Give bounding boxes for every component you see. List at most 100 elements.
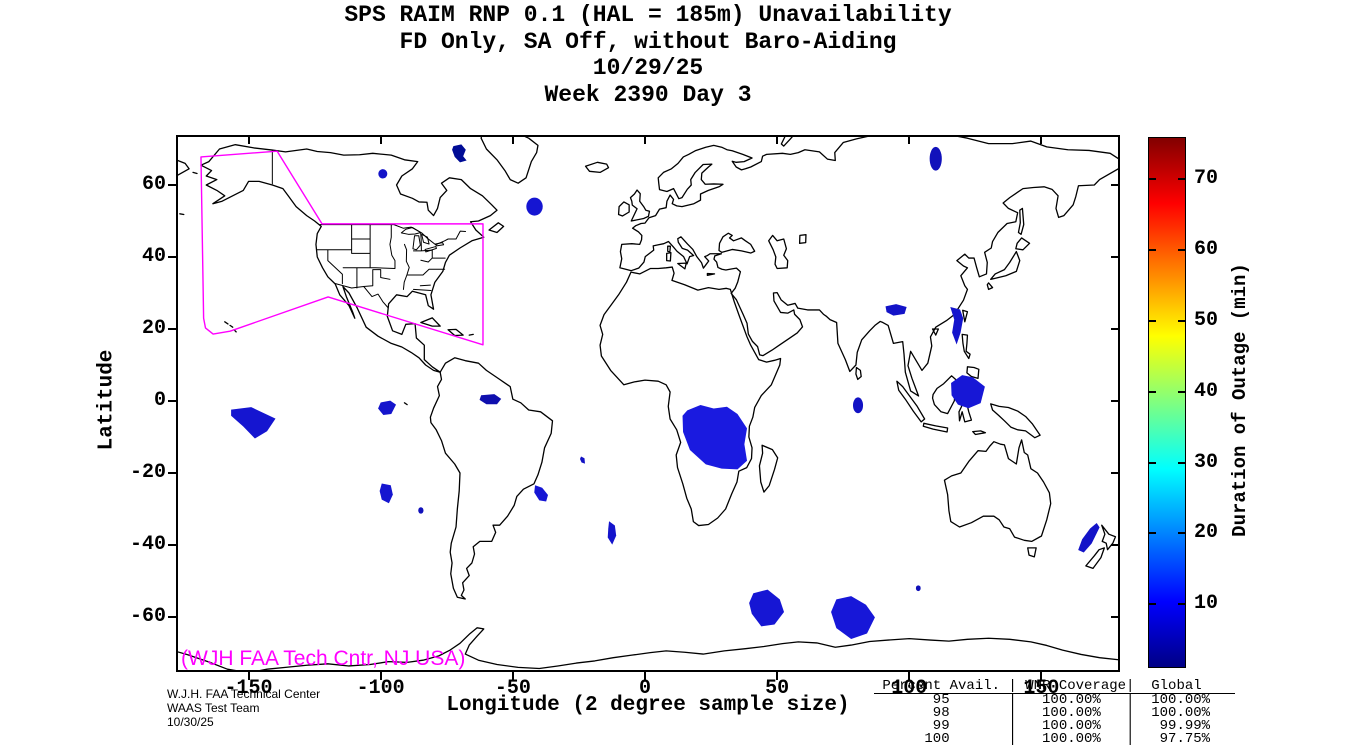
x-tick-mark-top [247,137,250,144]
colorbar-tick-mark-left [1148,249,1156,252]
outage-region-southeast-pacific [379,483,393,504]
coastline-southeast-asia [897,310,1040,437]
border-us-canada [320,225,466,245]
colorbar-tick-label: 10 [1194,592,1219,616]
y-tick-label: 20 [141,317,166,340]
x-tick-mark-top [511,137,514,144]
colorbar-tick-label: 40 [1194,379,1219,403]
colorbar-label: Duration of Outage (min) [1229,263,1251,537]
y-tick-mark [168,328,176,330]
coastline-south-america [430,358,552,599]
y-axis-label: Latitude [95,349,119,451]
outage-region-tristan-south-atlantic [607,521,617,545]
title-line-2: FD Only, SA Off, without Baro-Aiding [399,28,897,55]
colorbar-tick-mark-left [1148,532,1156,535]
outage-region-nw-hudson-bay [378,169,388,179]
outage-region-south-of-greenland [526,197,543,216]
attribution-line-2: WAAS Test Team [167,701,260,715]
x-tick-mark [908,672,911,680]
x-tick-label: 50 [765,677,790,700]
plot-title: SPS RAIM RNP 0.1 (HAL = 185m) Unavailabi… [176,2,1120,108]
great-lakes [401,227,443,251]
coastline-antarctica [176,628,1120,672]
title-line-4: Week 2390 Day 3 [544,81,752,108]
outage-region-southeast-pacific-dot [418,507,424,514]
colorbar-tick-label: 20 [1194,521,1219,545]
coastline-north-america [201,145,497,373]
colorbar-tick-mark-left [1148,320,1156,323]
colorbar-tick-mark-left [1148,178,1156,181]
y-tick-label: -40 [129,533,166,556]
attribution-line-3: 10/30/25 [167,715,214,729]
outage-region-north-central-siberia [929,146,942,171]
border-us-mexico [336,284,389,308]
outage-region-south-pacific-marquesas [231,407,276,439]
outage-region-mid-south-atlantic [579,456,586,464]
colorbar-tick-mark-right [1178,249,1186,252]
colorbar: 10 20 30 40 50 60 70 [1148,137,1218,668]
outage-region-myanmar-bangladesh [885,304,907,316]
coastline-japan [987,208,1029,289]
y-tick-mark [168,184,176,186]
colorbar-tick-mark-right [1178,178,1186,181]
coastline-inland-seas [719,135,806,269]
x-tick-mark [644,672,646,680]
colorbar-tick-mark-right [1178,461,1186,464]
y-tick-label: 40 [141,245,166,268]
x-tick-label: 150 [1023,677,1060,700]
stats-row: 95 | 100.00% | 100.00% [874,692,1227,708]
y-tick-mark [168,256,176,258]
y-tick-label: 0 [153,389,166,412]
world-map [176,135,1120,672]
y-tick-mark [168,544,176,546]
y-tick-mark [168,472,176,474]
x-tick-mark [776,672,779,680]
attribution-line-1: W.J.H. FAA Technical Center [167,687,321,701]
y-tick-mark-right [1111,184,1118,186]
y-tick-label: 60 [141,173,166,196]
x-tick-label: -100 [356,677,405,700]
stats-row: 98 | 100.00% | 100.00% [874,705,1227,721]
coastline-iceland [586,162,609,172]
colorbar-tick-mark-right [1178,603,1186,606]
outage-regions-layer [231,144,1100,639]
colorbar-tick-label: 50 [1194,309,1219,333]
coastline-british-isles [619,190,650,221]
y-tick-mark-right [1111,472,1118,474]
outage-region-taiwan-strait [950,307,964,345]
colorbar-tick-mark-right [1178,320,1186,323]
colorbar-tick-mark-left [1148,603,1156,606]
y-tick-mark-right [1111,328,1118,330]
waas-coverage-boundary [201,151,483,345]
x-tick-label: -50 [494,677,531,700]
outage-region-tasman-sea [1078,523,1100,553]
y-tick-mark [168,400,176,402]
x-tick-mark [379,672,382,680]
outage-region-central-southern-africa [682,404,748,470]
coastline-eurasia [620,135,1120,396]
outage-region-amazon-mouth [479,394,502,405]
outage-region-baffin-island [452,144,467,163]
colorbar-tick-mark-right [1178,390,1186,393]
coastline-caribbean-islands [176,160,503,405]
y-tick-mark-right [1111,400,1118,402]
x-tick-mark [511,672,514,680]
stats-row: 99 | 100.00% | 99.99% [874,718,1227,734]
x-tick-mark-top [776,137,779,144]
y-tick-label: -60 [129,605,166,628]
availability-stats-table: Percent Avail. | WNR Coverage| Global 95… [874,678,1236,746]
colorbar-gradient [1148,137,1186,668]
outage-region-central-indian-ocean [853,397,864,414]
coastline-australia-nz [944,440,1115,569]
x-tick-mark-top [1040,137,1043,144]
us-state-boundaries [317,225,445,291]
stats-header-row: Percent Avail. | WNR Coverage| Global [874,678,1236,694]
political-borders [272,150,465,308]
colorbar-tick-label: 30 [1194,450,1219,474]
outage-region-east-pacific-equatorial [378,400,397,416]
colorbar-tick-label: 70 [1194,167,1219,191]
x-axis-label: Longitude (2 degree sample size) [446,694,850,717]
map-plot-area: (WJH FAA Tech Cntr, NJ USA) -150 -100 -50 0… [130,135,1120,700]
outage-region-celebes-sea-philippines [951,375,985,409]
